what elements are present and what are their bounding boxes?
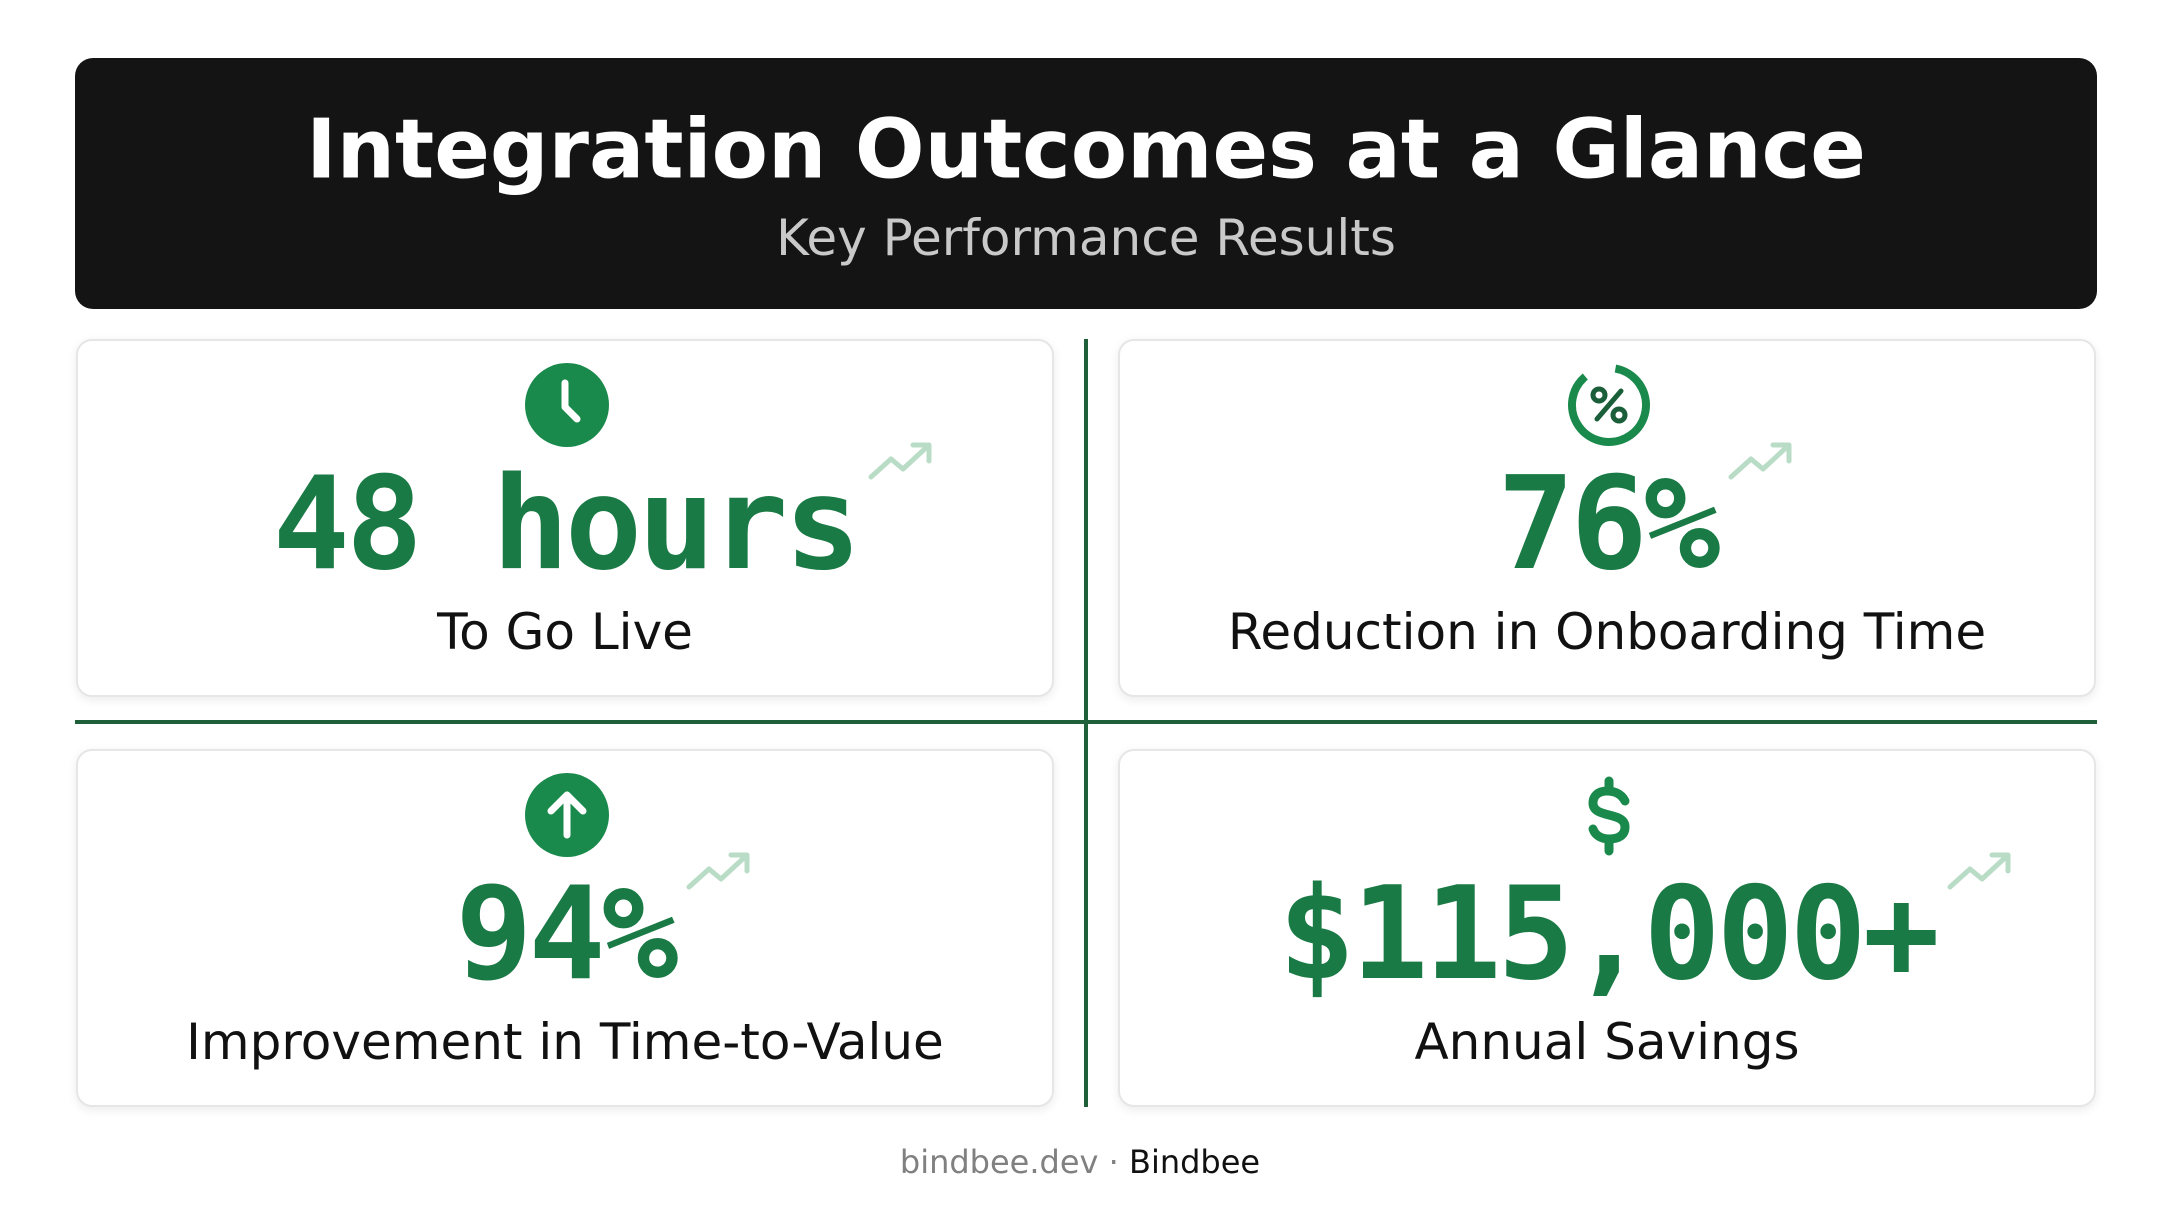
metric-value: 48 hours <box>273 442 932 589</box>
clock-icon <box>525 363 609 447</box>
trend-icon <box>868 442 932 480</box>
footer-site: bindbee.dev <box>899 1143 1099 1181</box>
divider <box>75 720 2097 724</box>
subtitle: Key Performance Results <box>776 209 1396 267</box>
header: Integration Outcomes at a Glance Key Per… <box>75 58 2097 309</box>
trend-icon <box>686 852 750 890</box>
metric-value: 94% <box>455 852 750 999</box>
trend-icon <box>1728 442 1792 480</box>
metric-label: Improvement in Time-to-Value <box>186 1013 944 1071</box>
arrow-up-icon <box>525 773 609 857</box>
metric-card: $115,000+ Annual Savings <box>1118 749 2096 1107</box>
metric-label: Annual Savings <box>1414 1013 1800 1071</box>
metric-card: 94% Improvement in Time-to-Value <box>76 749 1054 1107</box>
metric-label: To Go Live <box>437 603 693 661</box>
trend-icon <box>1947 852 2011 890</box>
percent-icon <box>1568 364 1650 446</box>
metric-label: Reduction in Onboarding Time <box>1227 603 1987 661</box>
metric-value: 76% <box>1497 442 1792 589</box>
title: Integration Outcomes at a Glance <box>306 102 1866 198</box>
footer-brand: Bindbee <box>1128 1143 1261 1181</box>
metric-value: $115,000+ <box>1278 852 2011 999</box>
footer-separator: · <box>1108 1143 1119 1181</box>
metric-card: 76% Reduction in Onboarding Time <box>1118 339 2096 697</box>
footer: bindbee.dev · Bindbee <box>0 1143 2160 1181</box>
metric-card: 48 hours To Go Live <box>76 339 1054 697</box>
dollar-icon <box>1588 776 1630 856</box>
